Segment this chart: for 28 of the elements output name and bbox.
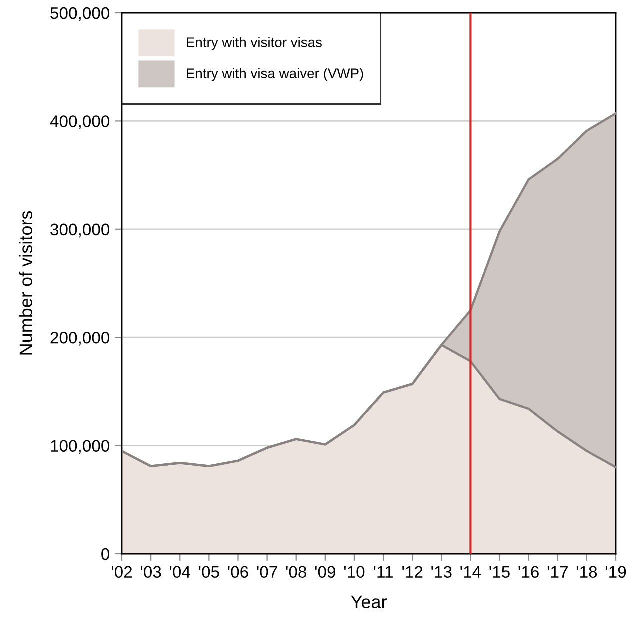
x-axis-title: Year <box>351 596 387 608</box>
x-tick-label: '07 <box>257 566 278 578</box>
y-tick-label: 400,000 <box>50 116 110 130</box>
x-tick-label: '11 <box>374 566 393 578</box>
x-tick-label: '16 <box>518 566 539 578</box>
y-tick-label: 200,000 <box>50 332 110 346</box>
y-axis-title: Number of visitors <box>19 211 32 355</box>
x-tick-label: '09 <box>315 566 336 578</box>
legend-label: Entry with visa waiver (VWP) <box>187 68 364 82</box>
y-tick-label: 500,000 <box>50 7 110 22</box>
x-tick-label: '19 <box>606 566 626 578</box>
x-tick-label: '08 <box>286 566 306 578</box>
y-tick-label: 0 <box>102 548 110 560</box>
x-tick-label: '10 <box>344 566 365 578</box>
x-tick-label: '04 <box>170 566 190 578</box>
legend-label: Entry with visitor visas <box>187 37 322 50</box>
x-tick-label: '05 <box>199 566 220 578</box>
x-tick-label: '14 <box>460 566 482 578</box>
x-tick-label: '17 <box>548 566 568 578</box>
x-tick-label: '18 <box>576 566 598 578</box>
x-tick-label: '02 <box>112 566 132 578</box>
y-tick-label: 100,000 <box>51 440 110 454</box>
x-tick-label: '12 <box>402 566 423 578</box>
y-tick-label: 300,000 <box>50 224 110 238</box>
x-tick-label: '06 <box>228 566 248 578</box>
x-tick-label: '13 <box>432 566 452 578</box>
x-tick-label: '03 <box>141 566 162 578</box>
x-tick-label: '15 <box>490 566 510 578</box>
